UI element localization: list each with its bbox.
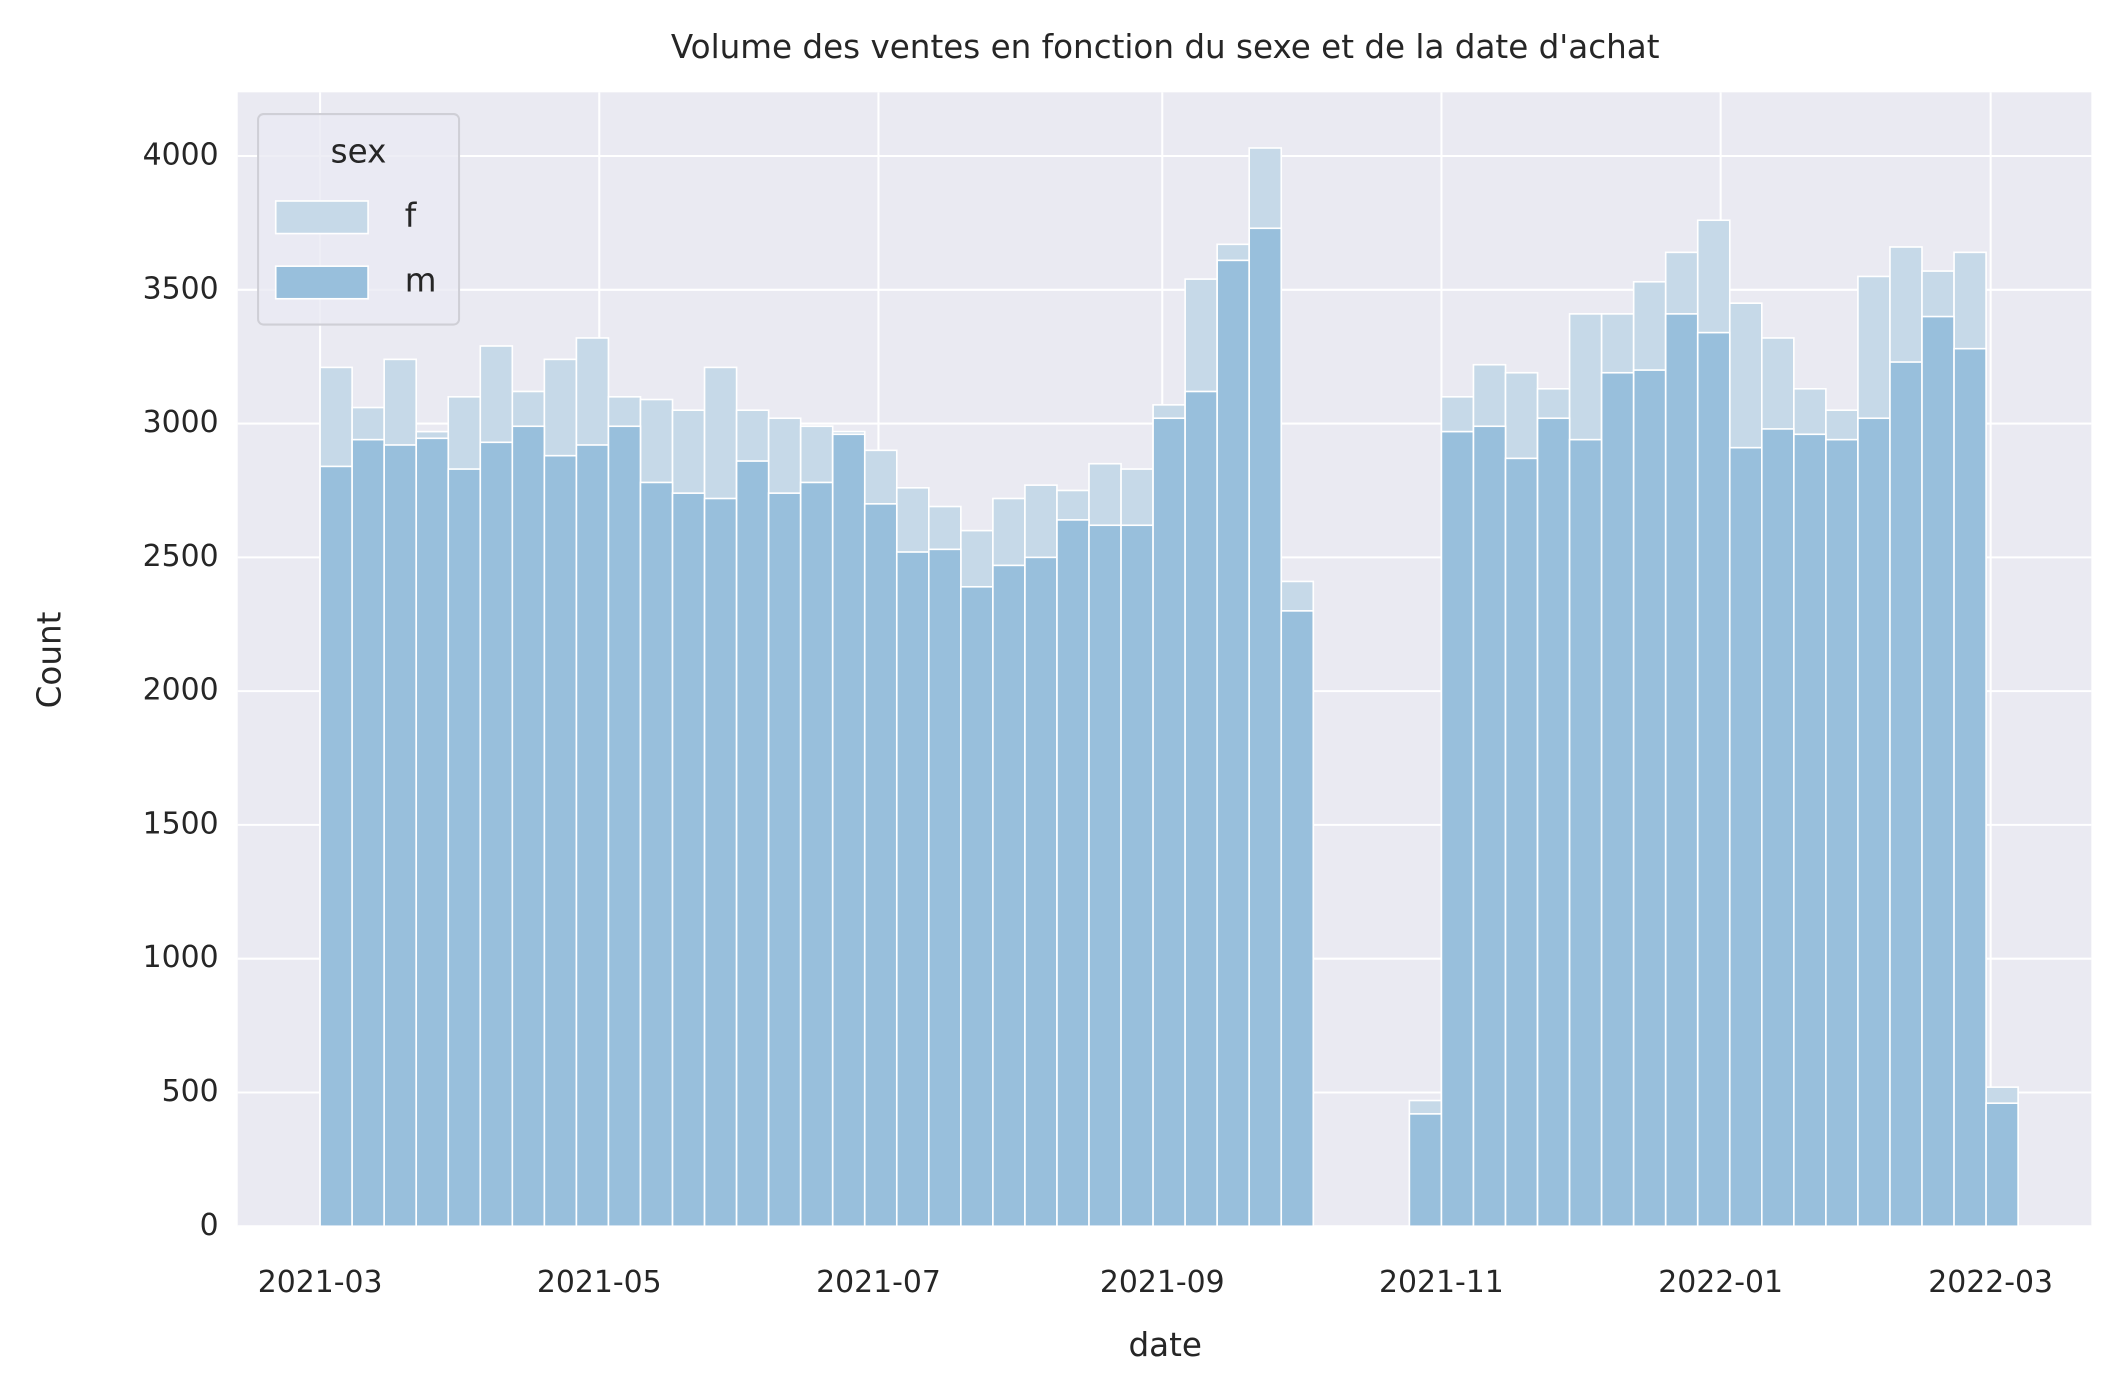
bar <box>1280 610 1315 1228</box>
bar <box>319 465 353 1228</box>
bar <box>1440 430 1475 1228</box>
bar <box>1472 425 1507 1228</box>
bar <box>1248 227 1283 1228</box>
bar <box>863 503 898 1228</box>
legend-swatch <box>274 265 369 300</box>
bar <box>1216 259 1251 1228</box>
x-tick-label: 2021-05 <box>537 1265 662 1300</box>
bar <box>1120 524 1154 1228</box>
bar <box>1504 457 1539 1228</box>
y-tick-label: 500 <box>162 1074 219 1109</box>
bar <box>1600 371 1635 1228</box>
legend-label: m <box>405 261 437 299</box>
x-axis-label: date <box>1128 1326 1201 1364</box>
bar <box>447 468 482 1228</box>
x-tick-label: 2022-01 <box>1658 1265 1783 1300</box>
y-tick-label: 0 <box>200 1208 219 1243</box>
bar <box>543 454 578 1228</box>
x-tick-label: 2021-09 <box>1100 1265 1225 1300</box>
bar <box>703 497 738 1228</box>
bar <box>511 425 546 1228</box>
bar <box>639 481 674 1228</box>
y-tick-label: 4000 <box>143 138 219 173</box>
bar <box>960 585 994 1228</box>
bar <box>799 481 834 1228</box>
bar <box>479 441 514 1228</box>
bar <box>1760 428 1795 1228</box>
bar <box>1632 369 1667 1228</box>
y-tick-label: 2500 <box>143 539 219 574</box>
bar <box>1728 446 1763 1228</box>
bar <box>383 444 418 1228</box>
chart-title: Volume des ventes en fonction du sexe et… <box>671 28 1660 66</box>
y-tick-label: 3000 <box>143 405 219 440</box>
bar <box>1184 390 1218 1228</box>
bar <box>671 492 706 1228</box>
bar <box>1568 438 1603 1228</box>
x-tick-label: 2021-03 <box>258 1265 383 1300</box>
bar <box>1921 315 1955 1228</box>
x-tick-label: 2021-07 <box>816 1265 941 1300</box>
y-tick-label: 3500 <box>143 271 219 306</box>
x-tick-label: 2021-11 <box>1379 1265 1504 1300</box>
y-axis-label: Count <box>31 612 69 709</box>
bar <box>1793 433 1827 1228</box>
bar <box>992 564 1026 1228</box>
bar <box>1024 556 1058 1228</box>
bar <box>1857 417 1891 1228</box>
bar <box>1408 1113 1443 1228</box>
bar <box>1696 331 1731 1228</box>
y-tick-label: 2000 <box>143 673 219 708</box>
bar <box>607 425 642 1228</box>
legend-label: f <box>405 196 418 234</box>
bar <box>928 548 962 1228</box>
bar <box>831 433 866 1228</box>
y-tick-label: 1000 <box>143 940 219 975</box>
x-tick-label: 2022-03 <box>1928 1265 2053 1300</box>
bar <box>1985 1102 2019 1228</box>
bar <box>575 444 610 1228</box>
bar <box>735 460 770 1228</box>
bar <box>1889 361 1923 1228</box>
bar <box>1825 438 1859 1228</box>
legend-swatch <box>274 200 369 235</box>
bar <box>1536 417 1571 1228</box>
bar <box>351 438 385 1228</box>
bar <box>895 551 930 1228</box>
bar <box>1056 519 1090 1228</box>
bar <box>767 492 802 1228</box>
bar <box>1088 524 1122 1228</box>
bar <box>415 437 450 1228</box>
y-tick-label: 1500 <box>143 806 219 841</box>
legend-title: sex <box>331 132 387 170</box>
bar <box>1152 417 1186 1228</box>
bar <box>1953 347 1987 1228</box>
bar <box>1664 313 1699 1228</box>
